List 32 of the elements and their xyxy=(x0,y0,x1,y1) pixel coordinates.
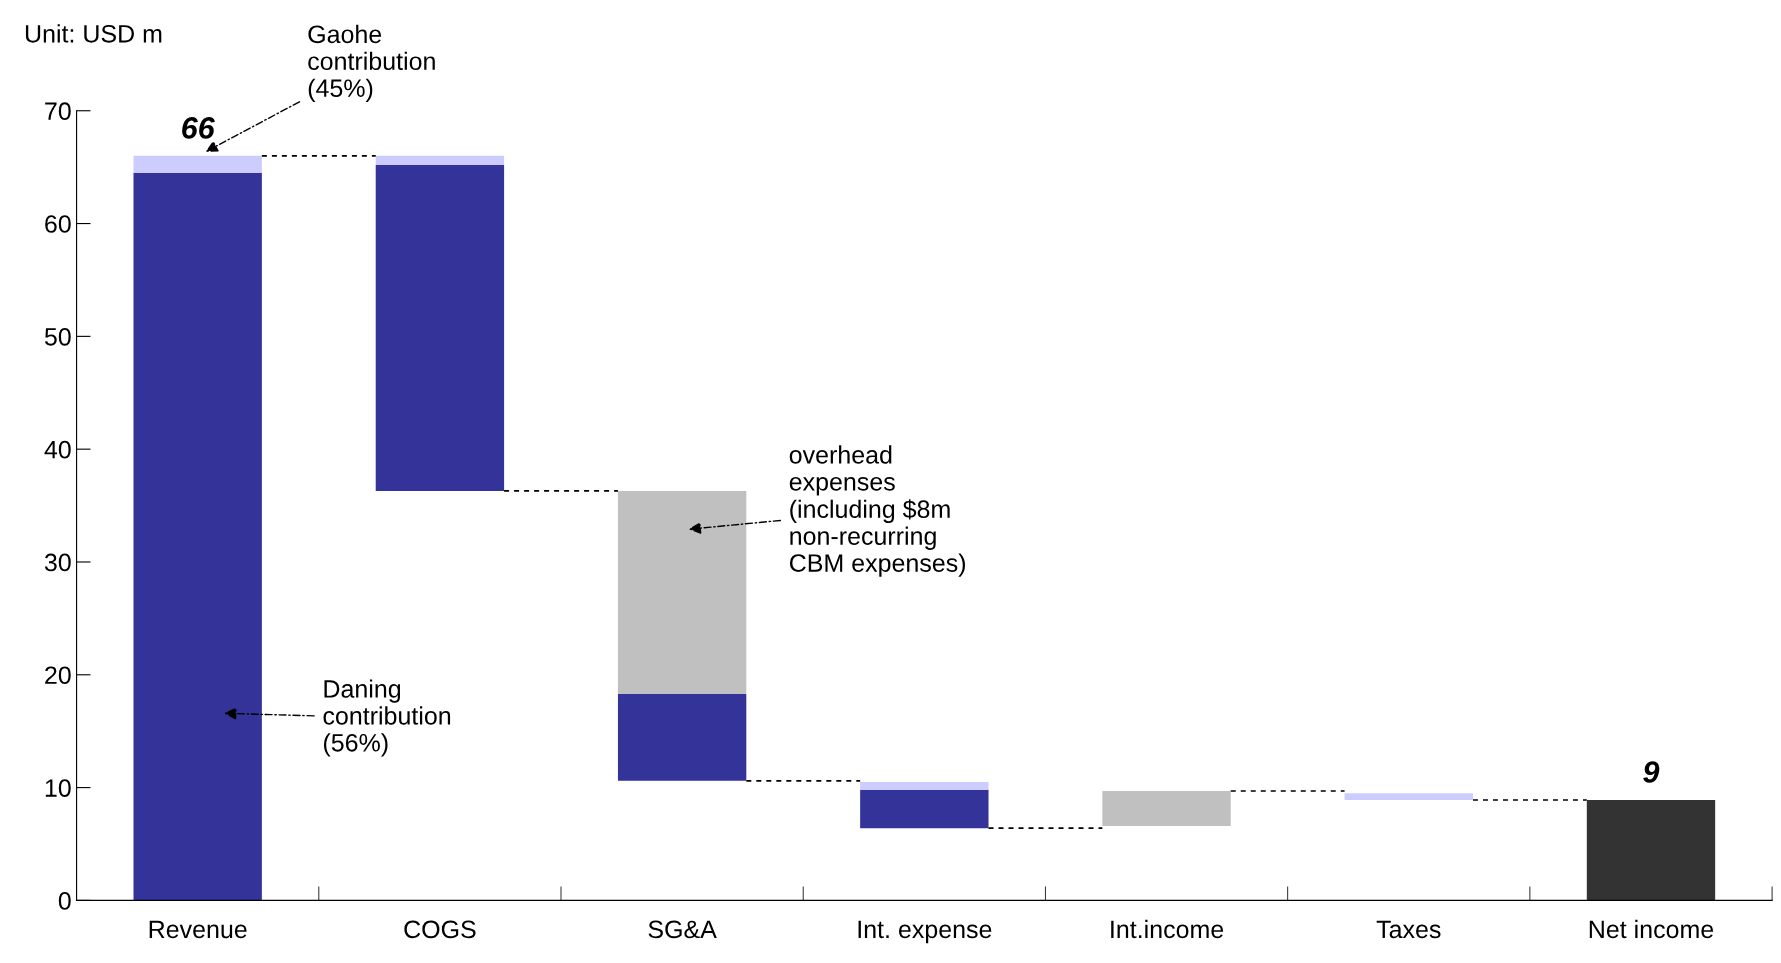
bar xyxy=(375,155,505,165)
x-tick-label: Int.income xyxy=(1111,919,1224,939)
total-label: 9 xyxy=(1643,761,1660,783)
bar xyxy=(860,781,989,790)
bar xyxy=(133,172,262,901)
text: Gaohe contribution (45%) xyxy=(308,24,435,102)
bar xyxy=(860,789,989,829)
bar xyxy=(1344,793,1473,801)
y-tick-label: 40 xyxy=(44,440,71,459)
bar xyxy=(375,164,505,491)
y-tick-label: 10 xyxy=(45,779,71,797)
y-tick-label: 20 xyxy=(45,666,71,685)
bar xyxy=(617,693,747,781)
x-tick-label: COGS xyxy=(404,920,476,939)
x-tick-label: Net income xyxy=(1589,919,1714,939)
bar xyxy=(1586,800,1716,901)
y-tick-label: 70 xyxy=(45,102,71,121)
y-tick-label: 0 xyxy=(58,892,71,910)
x-tick-label: SG&A xyxy=(648,920,717,939)
annotation: overhead expenses (including $8m non-recurring CBM expenses) xyxy=(789,445,965,577)
y-tick-label: 60 xyxy=(45,215,71,233)
total-label: 66 xyxy=(182,117,215,139)
y-tick-label: 50 xyxy=(44,327,71,346)
bar xyxy=(133,155,262,173)
annotation: Daning contribution (56%) xyxy=(323,679,451,757)
x-tick-label: Taxes xyxy=(1376,920,1441,939)
bar xyxy=(617,490,747,694)
y-tick-label: 30 xyxy=(44,553,71,572)
x-tick-label: Int. expense xyxy=(858,920,992,944)
x-tick-label: Revenue xyxy=(149,920,247,939)
text: Unit: USD m xyxy=(25,24,162,43)
bar xyxy=(1102,790,1231,826)
